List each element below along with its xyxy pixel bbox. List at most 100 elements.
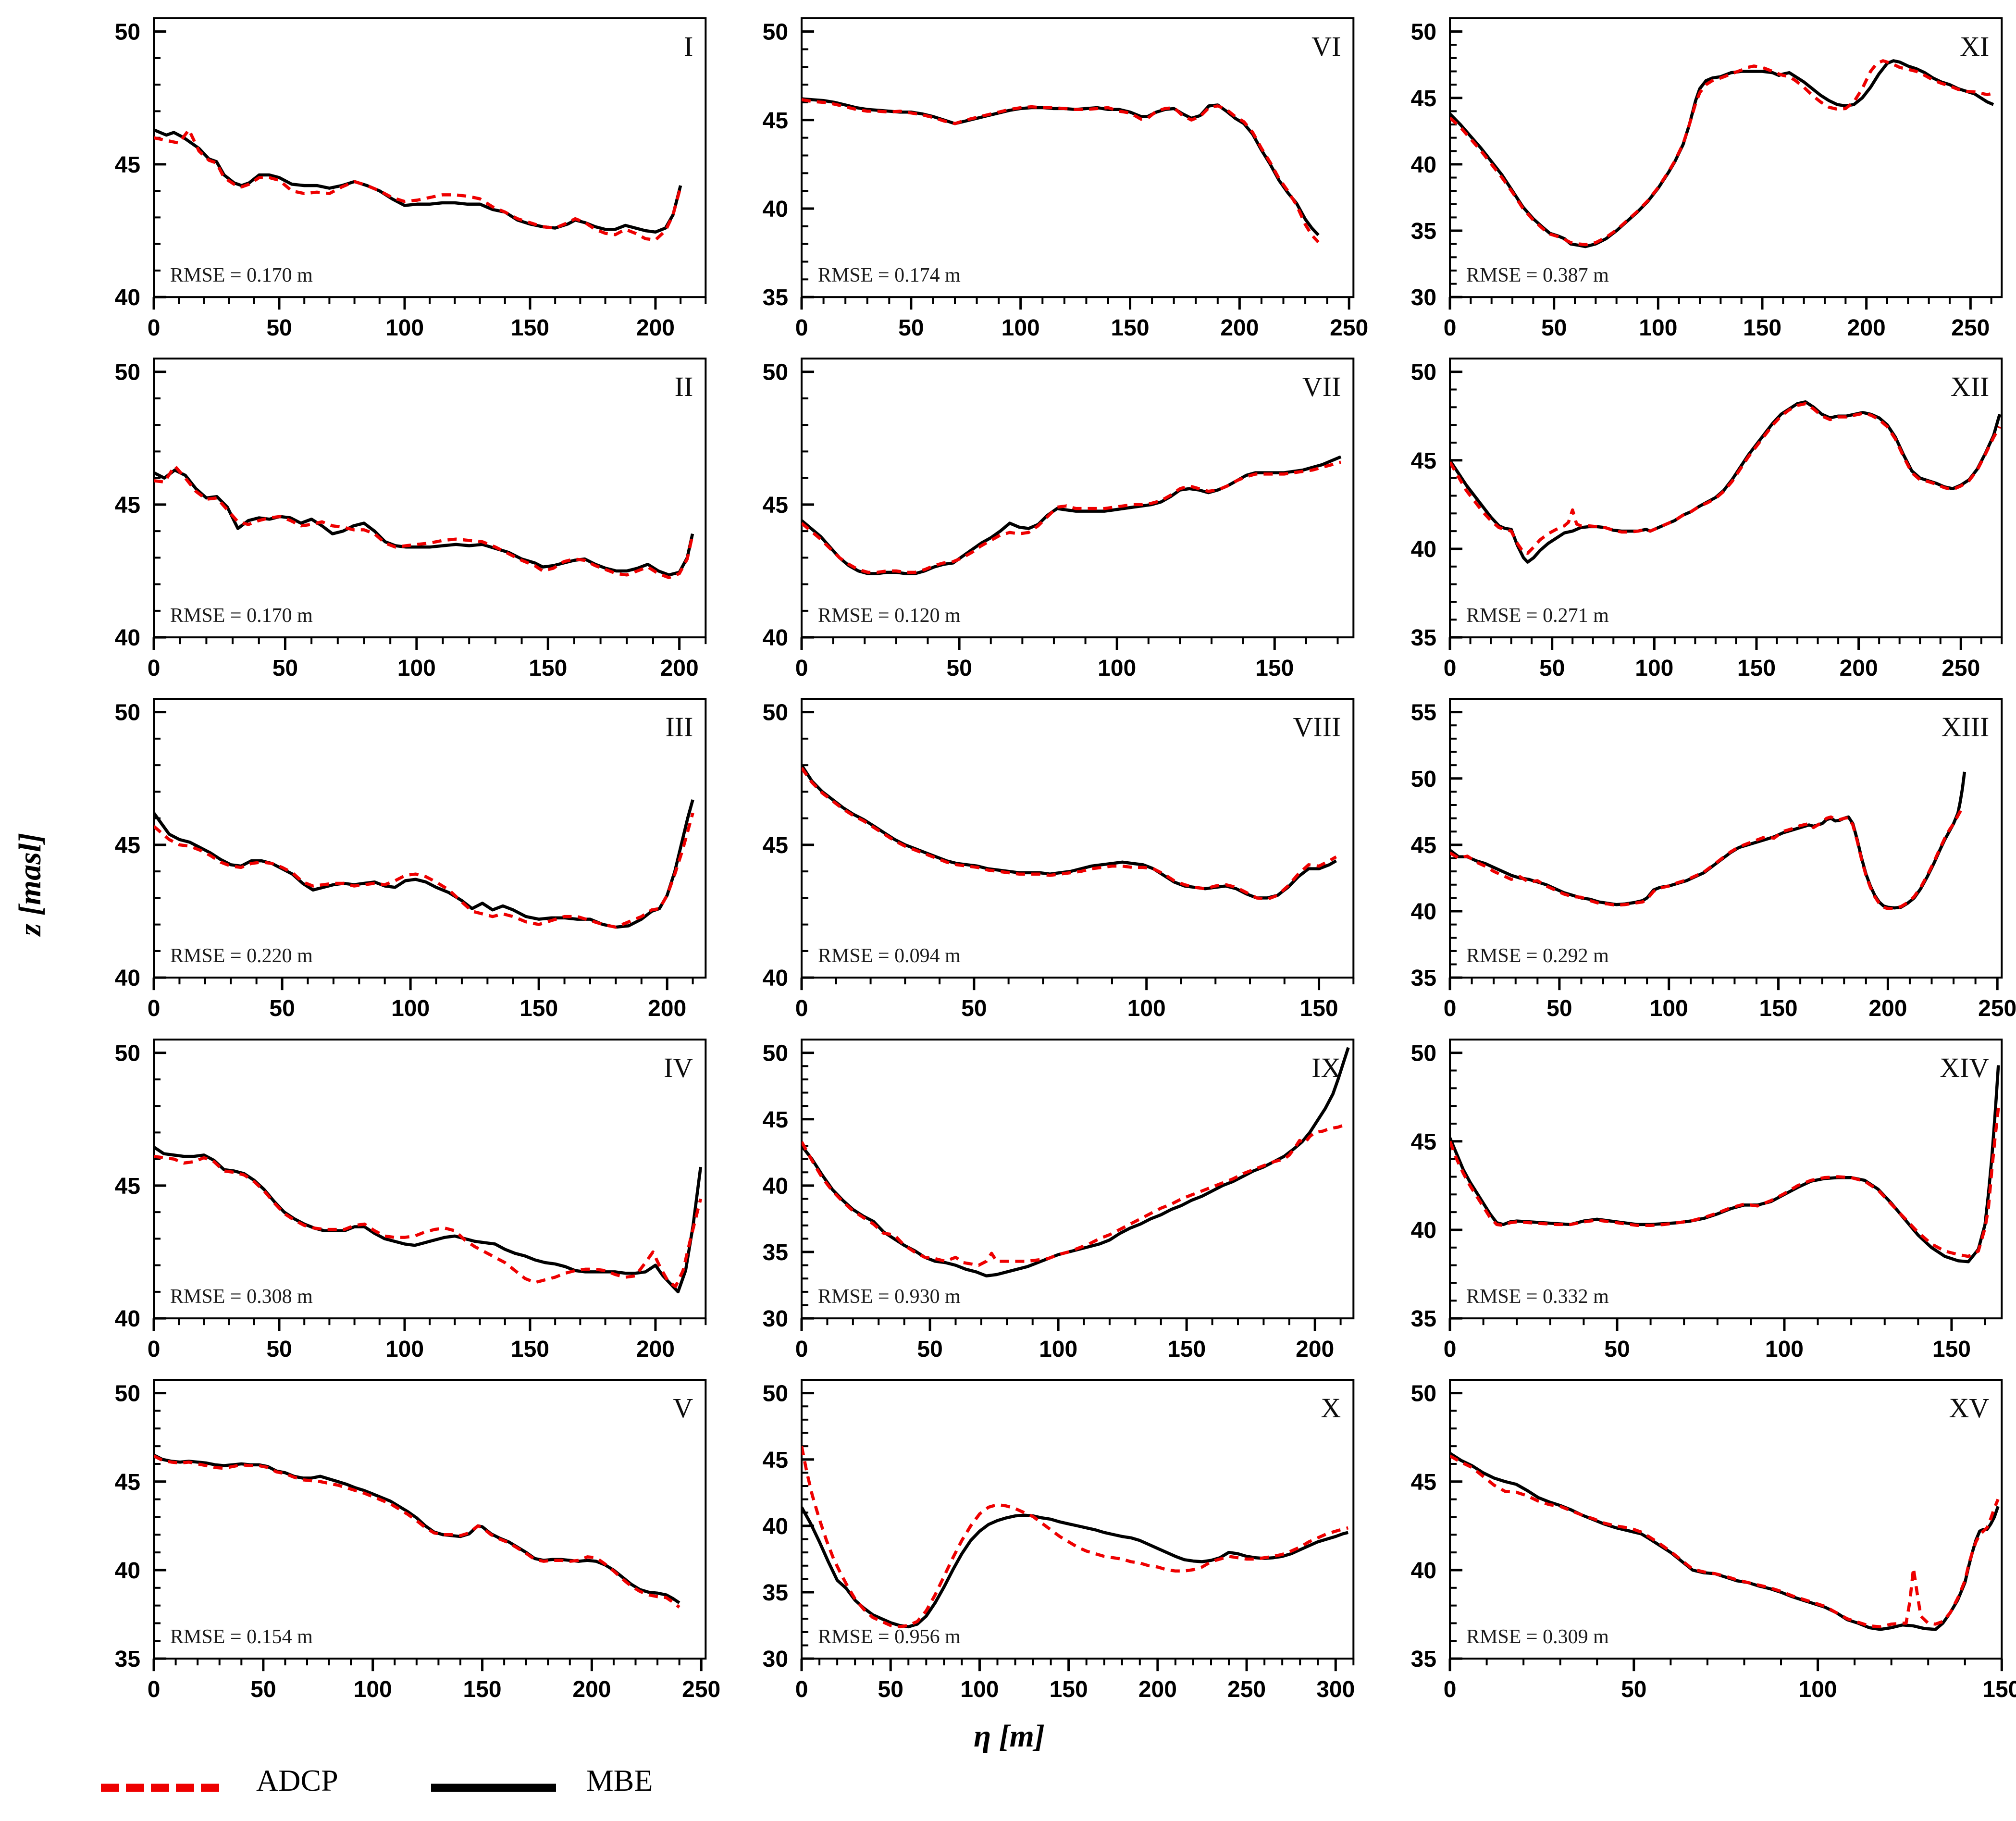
y-tick-label: 40 bbox=[763, 1173, 788, 1199]
y-tick-label: 50 bbox=[763, 700, 788, 726]
x-tick-label: 150 bbox=[1982, 1677, 2016, 1702]
x-tick-label: 0 bbox=[795, 656, 808, 681]
y-tick-label: 40 bbox=[115, 625, 140, 651]
curves bbox=[1449, 771, 1966, 911]
curves bbox=[802, 1047, 1350, 1277]
x-axis: 0 50 100 150 200 250 300 bbox=[795, 1658, 1355, 1702]
panel-VIII-svg: 40 45 50 0 50 100 150 VIII RMSE = 0.094 m bbox=[763, 698, 1355, 1022]
y-tick-label: 30 bbox=[763, 1647, 788, 1672]
plot-border bbox=[801, 1038, 1355, 1319]
x-tick-label: 150 bbox=[511, 1337, 549, 1362]
y-axis: 35 40 45 50 bbox=[763, 20, 815, 310]
y-axis: 30 35 40 45 50 bbox=[1410, 20, 1462, 310]
x-tick-label: 50 bbox=[1621, 1677, 1646, 1702]
plot-border bbox=[1448, 17, 2003, 298]
y-axis: 40 45 50 bbox=[763, 360, 815, 651]
y-tick-label: 50 bbox=[115, 360, 140, 385]
adcp-curve bbox=[1449, 807, 1964, 911]
adcp-curve bbox=[1449, 402, 2001, 555]
x-tick-label: 50 bbox=[917, 1337, 943, 1362]
x-tick-label: 50 bbox=[269, 996, 295, 1022]
adcp-curve bbox=[1449, 59, 1994, 247]
x-axis: 0 50 100 150 200 bbox=[148, 297, 707, 341]
adcp-curve bbox=[1449, 1454, 2000, 1628]
panel-IX: 30 35 40 45 50 0 50 100 150 200 IX RMSE = 0.930 m bbox=[720, 1027, 1368, 1367]
y-tick-label: 40 bbox=[1410, 537, 1436, 562]
y-tick-label: 45 bbox=[763, 833, 788, 858]
mbe-curve bbox=[154, 1453, 680, 1604]
y-tick-label: 40 bbox=[1410, 1558, 1436, 1584]
x-tick-label: 150 bbox=[1256, 656, 1294, 681]
x-tick-label: 250 bbox=[1951, 315, 1990, 341]
x-tick-label: 100 bbox=[1765, 1337, 1804, 1362]
panel-I-svg: 40 45 50 0 50 100 150 200 I RMSE = 0.170 m bbox=[115, 17, 707, 341]
x-tick-label: 100 bbox=[1127, 996, 1166, 1022]
rmse-text: RMSE = 0.309 m bbox=[1466, 1626, 1609, 1648]
x-tick-label: 100 bbox=[1649, 996, 1688, 1022]
y-tick-label: 35 bbox=[763, 285, 788, 310]
panel-label: XIII bbox=[1941, 711, 1989, 743]
panel-V: 35 40 45 50 0 50 100 150 200 250 V RMSE = 0.154 m bbox=[72, 1367, 720, 1708]
x-axis: 0 50 100 150 200 bbox=[148, 978, 694, 1022]
x-tick-label: 0 bbox=[148, 996, 161, 1022]
x-tick-label: 150 bbox=[1737, 656, 1776, 681]
x-tick-label: 0 bbox=[148, 1677, 161, 1702]
panel-XI: 30 35 40 45 50 0 50 100 150 200 250 XI RMSE = 0.387 … bbox=[1368, 6, 2016, 346]
x-tick-label: 100 bbox=[1798, 1677, 1837, 1702]
panel-label: IV bbox=[664, 1052, 693, 1083]
curves bbox=[154, 128, 682, 242]
mbe-curve bbox=[154, 1145, 703, 1293]
x-tick-label: 200 bbox=[636, 1337, 675, 1362]
panel-label: VI bbox=[1311, 31, 1341, 62]
panel-XIII: 35 40 45 50 55 0 50 100 150 200 250 XIII RMSE = 0.29… bbox=[1368, 686, 2016, 1027]
x-tick-label: 0 bbox=[148, 1337, 161, 1362]
x-tick-label: 50 bbox=[1539, 656, 1565, 681]
x-tick-label: 0 bbox=[795, 1337, 808, 1362]
y-tick-label: 35 bbox=[115, 1647, 140, 1672]
mbe-curve bbox=[154, 799, 694, 929]
y-tick-label: 45 bbox=[1410, 833, 1436, 858]
x-axis: 0 50 100 150 200 250 bbox=[1443, 297, 1992, 341]
curves bbox=[802, 455, 1342, 575]
panel-XII-svg: 35 40 45 50 0 50 100 150 200 250 XII RMSE = 0.271 m bbox=[1410, 358, 2003, 681]
y-tick-label: 45 bbox=[1410, 1129, 1436, 1154]
mbe-curve bbox=[154, 128, 682, 234]
x-tick-label: 50 bbox=[878, 1677, 903, 1702]
rmse-text: RMSE = 0.220 m bbox=[170, 945, 313, 967]
x-tick-label: 200 bbox=[1138, 1677, 1177, 1702]
y-tick-label: 40 bbox=[1410, 899, 1436, 925]
x-tick-label: 100 bbox=[385, 1337, 424, 1362]
y-tick-label: 50 bbox=[1410, 20, 1436, 45]
x-tick-label: 250 bbox=[1942, 656, 1980, 681]
panel-III-svg: 40 45 50 0 50 100 150 200 III RMSE = 0.220 m bbox=[115, 698, 707, 1022]
x-tick-label: 150 bbox=[1111, 315, 1150, 341]
y-tick-label: 40 bbox=[115, 1306, 140, 1332]
panel-VII-svg: 40 45 50 0 50 100 150 VII RMSE = 0.120 m bbox=[763, 358, 1355, 681]
panel-IV-svg: 40 45 50 0 50 100 150 200 IV RMSE = 0.308 m bbox=[115, 1038, 707, 1362]
y-tick-label: 40 bbox=[1410, 152, 1436, 178]
adcp-curve bbox=[802, 1446, 1349, 1628]
adcp-curve bbox=[802, 1123, 1347, 1267]
x-axis: 0 50 100 150 bbox=[1443, 1318, 1986, 1362]
x-tick-label: 50 bbox=[1546, 996, 1572, 1022]
x-tick-label: 100 bbox=[1039, 1337, 1077, 1362]
y-tick-label: 50 bbox=[1410, 767, 1436, 792]
x-tick-label: 0 bbox=[795, 1677, 808, 1702]
x-tick-label: 150 bbox=[529, 656, 567, 681]
y-tick-label: 30 bbox=[763, 1306, 788, 1332]
panel-XII: 35 40 45 50 0 50 100 150 200 250 XII RMSE = 0.271 m bbox=[1368, 346, 2016, 686]
x-axis: 0 50 100 150 200 bbox=[148, 1318, 707, 1362]
panel-label: IX bbox=[1311, 1052, 1341, 1083]
y-tick-label: 50 bbox=[1410, 1041, 1436, 1066]
panel-label: II bbox=[675, 371, 693, 402]
x-axis: 0 50 100 150 200 250 bbox=[148, 1658, 720, 1702]
x-tick-label: 100 bbox=[1098, 656, 1136, 681]
y-tick-label: 35 bbox=[1410, 625, 1436, 651]
y-axis: 40 45 50 bbox=[115, 20, 167, 310]
rmse-text: RMSE = 0.170 m bbox=[170, 264, 313, 286]
curves bbox=[1449, 400, 2001, 564]
x-tick-label: 300 bbox=[1317, 1677, 1355, 1702]
rmse-text: RMSE = 0.154 m bbox=[170, 1626, 313, 1648]
curves bbox=[1449, 1451, 2000, 1631]
y-tick-label: 35 bbox=[1410, 219, 1436, 244]
